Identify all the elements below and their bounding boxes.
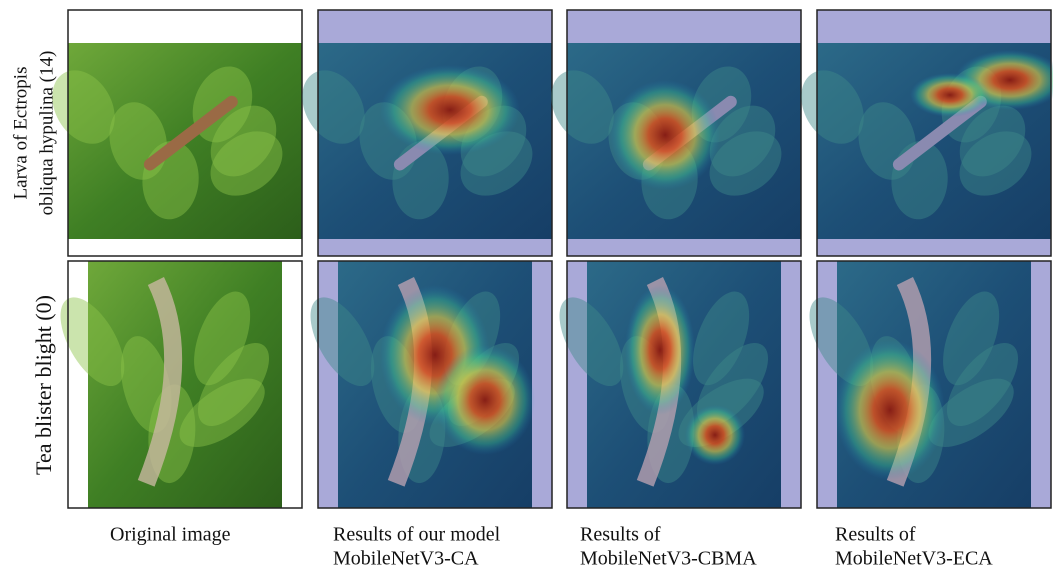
image-panel xyxy=(547,261,801,508)
caption: Results of xyxy=(835,524,916,546)
image-panel xyxy=(789,10,1053,256)
image-panel xyxy=(40,10,302,256)
row-label: obliqua hypulina (14) xyxy=(36,51,57,216)
image-panel xyxy=(290,10,552,256)
heat-region xyxy=(835,340,945,480)
caption: Results of xyxy=(580,524,661,546)
row-label: Larva of Ectropis xyxy=(10,67,31,200)
caption: MobileNetV3-CBMA xyxy=(580,548,757,566)
heat-region xyxy=(910,73,990,117)
heat-region xyxy=(610,80,720,190)
row-label: Tea blister blight (0) xyxy=(31,295,56,475)
image-panel xyxy=(539,10,801,256)
image-panel xyxy=(797,261,1051,508)
caption: MobileNetV3-CA xyxy=(333,548,479,566)
heat-region xyxy=(685,405,745,465)
figure: Larva of Ectropisobliqua hypulina (14) Te… xyxy=(0,0,1053,566)
heat-region xyxy=(380,65,520,155)
image-panel xyxy=(298,261,552,508)
heat-region xyxy=(435,345,535,455)
caption: Results of our model xyxy=(333,524,501,546)
image-panel xyxy=(48,261,302,508)
caption: MobileNetV3-ECA xyxy=(835,548,993,566)
heat-region xyxy=(625,285,695,415)
caption: Original image xyxy=(110,524,231,546)
